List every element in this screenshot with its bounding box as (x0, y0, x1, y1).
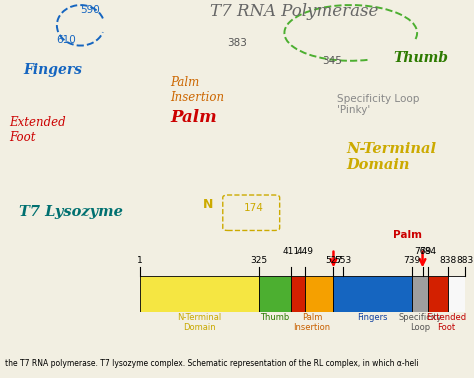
Text: Palm: Palm (171, 109, 218, 126)
Text: Palm
Insertion: Palm Insertion (293, 313, 331, 332)
Text: 739: 739 (403, 256, 420, 265)
Text: Palm: Palm (393, 231, 422, 240)
Text: Fingers: Fingers (24, 64, 82, 77)
Text: Specificity Loop
'Pinky': Specificity Loop 'Pinky' (337, 94, 419, 115)
Bar (305, 276, 334, 312)
Text: 174: 174 (244, 203, 264, 212)
Text: 590: 590 (80, 5, 100, 15)
Text: 325: 325 (251, 256, 268, 265)
Text: Thumb: Thumb (260, 313, 290, 322)
Text: N-Terminal
Domain: N-Terminal Domain (346, 142, 436, 172)
Text: 883: 883 (456, 256, 473, 265)
Bar (334, 276, 411, 312)
Text: 610: 610 (56, 36, 76, 45)
Text: 784: 784 (419, 247, 437, 256)
Text: Thumb: Thumb (393, 51, 448, 65)
Text: 1: 1 (137, 256, 143, 265)
Bar (291, 276, 305, 312)
Bar (448, 276, 465, 312)
Bar (411, 276, 428, 312)
Bar (140, 276, 259, 312)
Text: 553: 553 (335, 256, 352, 265)
Text: Palm
Insertion: Palm Insertion (171, 76, 225, 104)
Text: 345: 345 (322, 56, 342, 66)
Text: Specificity
Loop: Specificity Loop (398, 313, 442, 332)
Text: N: N (203, 198, 214, 211)
Text: Fingers: Fingers (357, 313, 388, 322)
Text: 769: 769 (414, 247, 431, 256)
Text: 383: 383 (227, 38, 247, 48)
Text: Extended
Foot: Extended Foot (426, 313, 466, 332)
Text: T7 Lysozyme: T7 Lysozyme (19, 205, 123, 219)
Bar (259, 276, 291, 312)
Text: T7 RNA Polymerase: T7 RNA Polymerase (210, 3, 378, 20)
Text: the T7 RNA polymerase. T7 lysozyme complex. Schematic representation of the RL c: the T7 RNA polymerase. T7 lysozyme compl… (5, 359, 419, 368)
Text: 838: 838 (439, 256, 456, 265)
Text: 411: 411 (282, 247, 299, 256)
Text: 449: 449 (296, 247, 313, 256)
Text: Extended
Foot: Extended Foot (9, 116, 66, 144)
Bar (428, 276, 448, 312)
Text: 527: 527 (325, 256, 342, 265)
Text: N-Terminal
Domain: N-Terminal Domain (177, 313, 221, 332)
